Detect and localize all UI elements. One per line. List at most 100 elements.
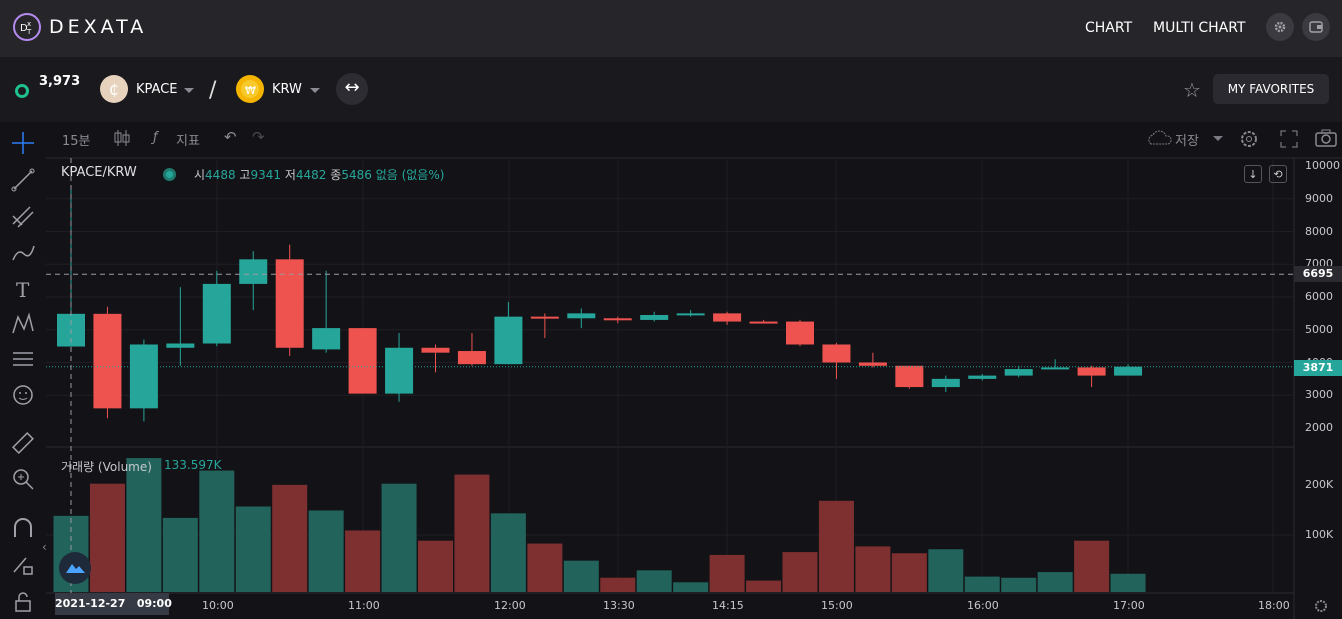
zoom-in-icon[interactable] (10, 466, 36, 492)
volume-bar (89, 483, 125, 592)
candle-body (786, 321, 814, 345)
volume-bar (1074, 540, 1110, 592)
collapse-toolbar-icon[interactable]: ‹ (42, 540, 47, 554)
candle-body (202, 283, 231, 344)
volume-bar (272, 484, 308, 592)
dashed-line-price-tag: 6695 (1294, 266, 1342, 282)
price-axis-label: 10000 (1305, 159, 1340, 172)
candle-body (822, 344, 851, 363)
candle-body (676, 313, 705, 316)
volume-title: 거래량 (Volume) (61, 460, 152, 474)
price-axis-label: 3000 (1305, 388, 1333, 402)
undo-icon[interactable]: ↶ (224, 128, 237, 146)
crosshair-icon[interactable] (10, 130, 36, 156)
volume-bar (1001, 577, 1037, 592)
save-button[interactable]: 저장 (1175, 134, 1199, 149)
candle-body (567, 313, 596, 319)
candle-body (640, 315, 669, 320)
svg-text:T: T (26, 28, 32, 36)
price-axis-label: 8000 (1305, 224, 1333, 238)
price-axis-label: 5000 (1305, 322, 1333, 336)
volume-bar (673, 582, 709, 592)
lock-icon[interactable] (10, 589, 36, 615)
indicator-fx-icon[interactable]: ƒ (153, 130, 158, 145)
fullscreen-icon[interactable] (1279, 129, 1299, 149)
status-dot-icon (15, 84, 29, 98)
drawing-toolbar (0, 122, 46, 619)
candle-type-icon[interactable] (113, 128, 131, 148)
chevron-down-icon[interactable] (310, 88, 320, 93)
nav-chart[interactable]: CHART (1085, 20, 1133, 36)
candle-body (166, 343, 195, 348)
text-tool-icon[interactable]: T (10, 276, 36, 302)
volume-bar (418, 540, 453, 592)
volume-bar (636, 570, 672, 592)
quote-currency-select[interactable]: KRW (272, 82, 302, 97)
volume-bar (563, 560, 599, 592)
trend-line-icon[interactable] (10, 167, 36, 193)
candle-body (749, 321, 778, 324)
floating-logo-button[interactable] (59, 552, 91, 584)
current-price: 3,973 (39, 74, 81, 89)
interval-select[interactable]: 15분 (62, 134, 91, 149)
dexata-logo-icon[interactable]: D x T (12, 12, 42, 42)
candle-body (494, 316, 523, 365)
emoji-icon[interactable] (10, 382, 36, 408)
lock-drawing-icon[interactable] (10, 552, 36, 578)
svg-text:T: T (16, 278, 30, 302)
chevron-down-icon[interactable] (184, 88, 194, 93)
wallet-button[interactable] (1302, 13, 1330, 41)
symbol-title: KPACE/KRW (61, 165, 137, 180)
candle-body (385, 347, 414, 394)
brush-icon[interactable] (10, 240, 36, 266)
favorite-star-icon[interactable]: ☆ (1183, 78, 1201, 102)
swap-arrows-icon: ↔ (344, 77, 360, 98)
volume-bar (126, 458, 162, 592)
chart-settings-gear-icon[interactable] (1238, 128, 1260, 150)
my-favorites-button[interactable]: MY FAVORITES (1213, 74, 1329, 104)
pair-separator: / (209, 78, 217, 103)
market-status-icon (163, 168, 176, 181)
candle-body (603, 318, 632, 321)
chevron-down-icon[interactable] (1213, 136, 1223, 141)
svg-text:₵: ₵ (109, 81, 119, 99)
prediction-tool-icon[interactable] (10, 346, 36, 372)
volume-bar (308, 510, 344, 592)
krw-coin-icon: ₩ (236, 75, 264, 103)
nav-multi-chart[interactable]: MULTI CHART (1153, 20, 1246, 36)
base-currency-select[interactable]: KPACE (136, 82, 178, 97)
axis-settings-gear-icon[interactable] (1312, 597, 1330, 615)
high-value: 9341 (250, 168, 282, 182)
time-axis-label: 15:00 (821, 599, 853, 612)
mountain-logo-icon (66, 564, 85, 573)
top-nav: D x T DEXATA CHART MULTI CHART (0, 0, 1342, 57)
magnet-icon[interactable] (10, 515, 36, 541)
volume-bar (600, 577, 636, 592)
time-axis-label: 11:00 (348, 599, 380, 612)
volume-bar (162, 517, 198, 592)
last-price-tag: 3871 (1294, 360, 1342, 376)
volume-axis-label: 200K (1305, 478, 1334, 491)
svg-text:x: x (27, 20, 31, 28)
candle-body (530, 316, 559, 319)
price-axis-label: 9000 (1305, 191, 1333, 205)
time-axis-label: 16:00 (967, 599, 999, 612)
ruler-icon[interactable] (10, 430, 36, 456)
time-axis-label: 13:30 (603, 599, 635, 612)
settings-button[interactable] (1266, 13, 1294, 41)
reset-view-icon[interactable]: ⟲ (1269, 165, 1287, 183)
scroll-down-icon[interactable]: ↓ (1244, 165, 1262, 183)
camera-icon[interactable] (1314, 128, 1338, 148)
volume-bar (381, 483, 417, 592)
fib-tools-icon[interactable] (10, 204, 36, 230)
cloud-icon[interactable] (1146, 130, 1172, 146)
pattern-tool-icon[interactable] (10, 311, 36, 337)
swap-pair-button[interactable]: ↔ (336, 73, 368, 105)
volume-bar (490, 513, 526, 592)
redo-icon[interactable]: ↷ (252, 128, 265, 146)
brand-name[interactable]: DEXATA (49, 16, 148, 38)
svg-text:₩: ₩ (245, 84, 256, 97)
volume-bar (1110, 573, 1146, 592)
indicators-button[interactable]: 지표 (176, 134, 200, 149)
